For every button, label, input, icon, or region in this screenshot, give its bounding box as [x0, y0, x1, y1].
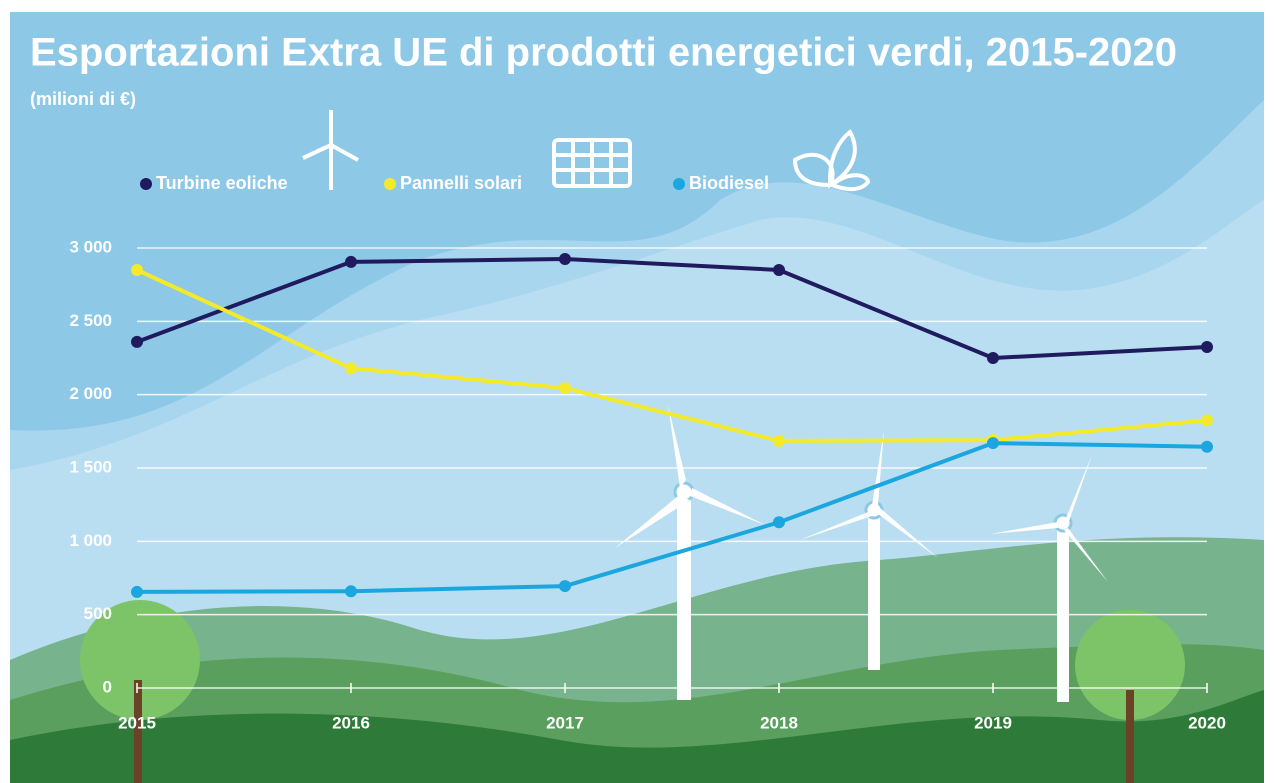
y-tick-label: 2 500 [69, 311, 112, 330]
data-point [559, 580, 571, 592]
background [10, 12, 1264, 783]
data-point [773, 264, 785, 276]
data-point [773, 516, 785, 528]
data-point [345, 256, 357, 268]
data-point [345, 362, 357, 374]
x-tick-label: 2019 [974, 713, 1012, 732]
y-tick-label: 1 500 [69, 457, 112, 476]
legend-marker [673, 178, 685, 190]
x-tick-label: 2016 [332, 713, 370, 732]
x-tick-label: 2017 [546, 713, 584, 732]
data-point [345, 585, 357, 597]
legend-label: Biodiesel [689, 173, 769, 193]
y-tick-label: 1 000 [69, 531, 112, 550]
x-tick-label: 2020 [1188, 713, 1226, 732]
x-tick-label: 2018 [760, 713, 798, 732]
data-point [559, 382, 571, 394]
chart-title: Esportazioni Extra UE di prodotti energe… [30, 31, 1177, 75]
y-tick-label: 500 [84, 604, 112, 623]
chart: Esportazioni Extra UE di prodotti energe… [0, 0, 1274, 783]
data-point [987, 437, 999, 449]
data-point [1201, 414, 1213, 426]
y-tick-label: 0 [103, 677, 112, 696]
data-point [1201, 341, 1213, 353]
legend-marker [140, 178, 152, 190]
y-tick-label: 3 000 [69, 237, 112, 256]
legend-label: Pannelli solari [400, 173, 522, 193]
chart-subtitle: (milioni di €) [30, 89, 136, 109]
data-point [1201, 441, 1213, 453]
y-tick-label: 2 000 [69, 384, 112, 403]
data-point [131, 586, 143, 598]
x-tick-label: 2015 [118, 713, 156, 732]
data-point [131, 264, 143, 276]
data-point [773, 435, 785, 447]
data-point [559, 253, 571, 265]
data-point [987, 352, 999, 364]
legend-label: Turbine eoliche [156, 173, 288, 193]
legend-marker [384, 178, 396, 190]
data-point [131, 336, 143, 348]
